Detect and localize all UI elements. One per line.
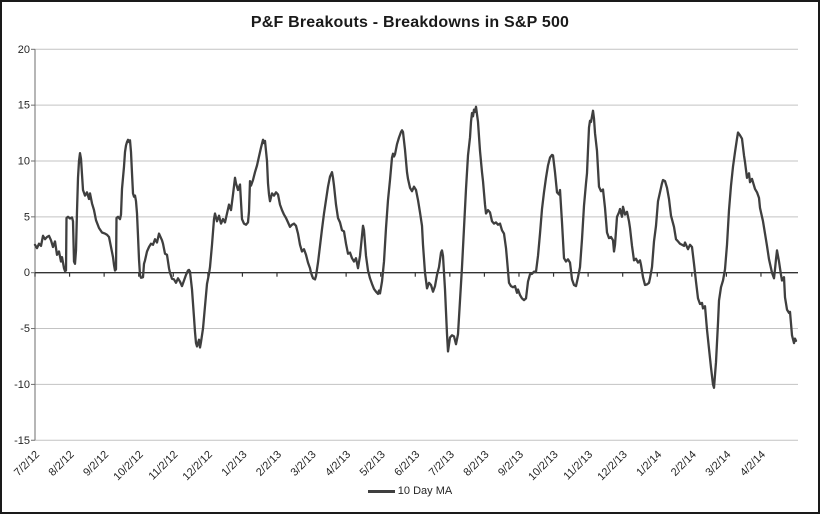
- x-tick-label: 8/2/13: [461, 449, 491, 479]
- x-tick-label: 8/2/12: [47, 449, 77, 479]
- y-tick-label: -15: [14, 435, 30, 447]
- x-tick-label: 3/2/13: [289, 449, 319, 479]
- x-tick-label: 7/2/13: [427, 449, 457, 479]
- x-tick-label: 4/2/14: [738, 449, 768, 479]
- x-tick-label: 12/2/13: [595, 449, 629, 483]
- x-tick-label: 7/2/12: [12, 449, 42, 479]
- y-tick-label: 5: [24, 211, 30, 223]
- x-tick-label: 9/2/12: [81, 449, 111, 479]
- series-line-10-day-ma: [33, 105, 798, 389]
- y-tick-label: 20: [18, 44, 30, 56]
- x-tick-label: 6/2/13: [392, 449, 422, 479]
- x-tick-label: 10/2/13: [526, 449, 560, 483]
- x-tick-label: 10/2/12: [111, 449, 145, 483]
- x-tick-label: 11/2/13: [561, 449, 595, 483]
- y-tick-label: 0: [24, 267, 30, 279]
- x-tick-label: 2/2/14: [669, 449, 699, 479]
- y-tick-label: -10: [14, 379, 30, 391]
- y-tick-label: 15: [18, 100, 30, 112]
- legend-label: 10 Day MA: [397, 485, 453, 497]
- x-tick-label: 4/2/13: [323, 449, 353, 479]
- y-tick-label: -5: [20, 323, 30, 335]
- x-tick-label: 12/2/12: [181, 449, 215, 483]
- legend-line-swatch: [367, 489, 395, 493]
- x-tick-label: 11/2/12: [147, 449, 181, 483]
- chart-title: P&F Breakouts - Breakdowns in S&P 500: [250, 14, 570, 31]
- x-tick-label: 1/2/13: [219, 449, 249, 479]
- x-tick-label: 3/2/14: [703, 449, 733, 479]
- x-tick-label: 1/2/14: [634, 449, 664, 479]
- y-tick-label: 10: [18, 156, 30, 168]
- x-tick-label: 2/2/13: [254, 449, 284, 479]
- x-tick-label: 5/2/13: [358, 449, 388, 479]
- x-tick-label: 9/2/13: [496, 449, 526, 479]
- legend: 10 Day MA: [2, 485, 818, 497]
